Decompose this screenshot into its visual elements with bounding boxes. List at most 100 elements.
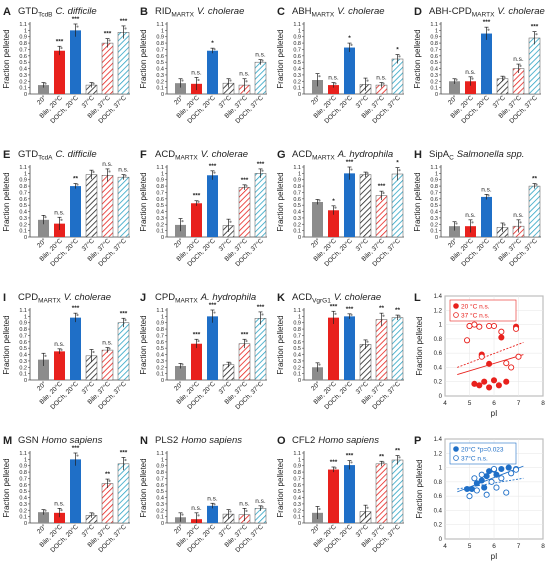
- bar: [85, 174, 98, 238]
- y-tick-label: 0.1: [19, 372, 27, 378]
- significance-label: ***: [72, 16, 80, 23]
- y-tick-label: 0.6: [430, 54, 438, 60]
- y-tick-label: 0.3: [293, 73, 301, 79]
- title-name: CPD: [155, 292, 175, 303]
- y-tick-label: 0.1: [293, 229, 301, 235]
- replicate-point: [197, 514, 200, 517]
- x-tick-label: 8: [541, 543, 545, 550]
- y-tick-label: 0.3: [19, 73, 27, 79]
- scatter-point: [481, 484, 488, 491]
- y-axis-label: Fraction pelleted: [139, 29, 148, 88]
- significance-label: n.s.: [191, 505, 202, 512]
- y-tick-label: 1.2: [434, 451, 443, 457]
- y-tick-label: 1: [435, 28, 438, 34]
- y-tick-label: 0.8: [430, 184, 438, 190]
- y-tick-label: 0.2: [430, 79, 438, 85]
- replicate-point: [181, 363, 184, 366]
- x-tick-label: 7: [517, 400, 521, 407]
- panel-title: ABHMARTX V. cholerae: [292, 6, 385, 19]
- y-tick-label: 0.9: [293, 35, 301, 41]
- replicate-point: [60, 509, 63, 512]
- significance-label: ***: [209, 163, 217, 170]
- y-tick-label: 0: [439, 537, 443, 543]
- y-tick-label: 0.7: [293, 47, 301, 53]
- y-tick-label: 0.7: [19, 47, 27, 53]
- bar: [101, 175, 114, 238]
- y-tick-label: 0.6: [430, 197, 438, 203]
- legend-marker: [453, 455, 459, 461]
- panel-p: P 0 0.2 0.4 0.6 0.8 1 1.2 1.4 4 5 6 7 8 pI Fraction pel…: [414, 435, 545, 561]
- y-tick-label: 0.4: [430, 210, 438, 216]
- category-label: 20°: [309, 522, 322, 535]
- replicate-point: [181, 79, 184, 82]
- panel-title: CPDMARTX A. hydrophila: [155, 292, 256, 305]
- significance-label: **: [395, 307, 401, 314]
- bar: [117, 322, 130, 381]
- y-tick-label: 0.3: [293, 502, 301, 508]
- category-label: 20°: [446, 236, 459, 249]
- category-label: 20°: [172, 236, 185, 249]
- scatter-point: [476, 323, 483, 330]
- bar: [344, 47, 355, 94]
- significance-label: n.s.: [376, 75, 387, 82]
- significance-label: ***: [346, 453, 354, 460]
- title-species: C. difficile: [56, 6, 97, 17]
- bar: [101, 42, 114, 95]
- y-tick-label: 0.6: [156, 340, 164, 346]
- y-tick-label: 0.8: [156, 41, 164, 47]
- significance-label: n.s.: [255, 52, 266, 59]
- bar: [344, 316, 355, 380]
- y-tick-label: 0.1: [156, 86, 164, 92]
- y-tick-label: 0: [298, 92, 301, 98]
- panel-letter: K: [277, 292, 285, 304]
- replicate-point: [519, 221, 522, 224]
- y-tick-label: 1: [435, 171, 438, 177]
- scatter-point: [493, 484, 500, 491]
- y-tick-label: 0.4: [430, 67, 438, 73]
- x-tick-label: 6: [492, 400, 496, 407]
- replicate-point: [471, 221, 474, 224]
- y-tick-label: 0.6: [19, 197, 27, 203]
- significance-label: *: [332, 198, 335, 205]
- y-tick-label: 0.5: [293, 489, 301, 495]
- title-subscript: MARTX: [312, 155, 335, 162]
- scatter-point: [493, 471, 500, 478]
- bar: [449, 81, 460, 94]
- replicate-point: [92, 82, 95, 85]
- y-tick-label: 0.9: [156, 35, 164, 41]
- title-species: V. cholerae: [497, 6, 544, 17]
- x-tick-label: 8: [541, 400, 545, 407]
- bar: [375, 195, 388, 238]
- category-label: 20°: [172, 522, 185, 535]
- title-species: V. cholerae: [334, 292, 381, 303]
- bar: [359, 344, 372, 381]
- replicate-point: [487, 28, 490, 31]
- bar: [38, 512, 49, 523]
- y-tick-label: 0: [435, 235, 438, 241]
- panel-letter: A: [3, 6, 11, 18]
- y-tick-label: 0.3: [19, 359, 27, 365]
- bar: [254, 318, 267, 381]
- y-tick-label: 0.2: [434, 380, 443, 386]
- y-tick-label: 0: [24, 378, 27, 384]
- title-name: SipA: [429, 149, 450, 160]
- y-tick-label: 0.6: [293, 197, 301, 203]
- y-tick-label: 0.2: [19, 222, 27, 228]
- y-tick-label: 0.4: [156, 496, 164, 502]
- y-tick-label: 0.1: [293, 372, 301, 378]
- panel-letter: B: [140, 6, 148, 18]
- replicate-point: [398, 55, 401, 58]
- panel-letter: L: [414, 292, 421, 304]
- y-tick-label: 0.1: [430, 86, 438, 92]
- scatter-point: [503, 489, 510, 496]
- scatter-point: [478, 477, 485, 484]
- y-tick-label: 1.1: [156, 165, 164, 171]
- panel-title: GTDTcdA C. difficile: [18, 149, 97, 162]
- replicate-point: [334, 82, 337, 85]
- legend-marker: [453, 303, 459, 309]
- panel-title: CFL2 Homo sapiens: [292, 435, 379, 446]
- y-tick-label: 0.2: [430, 222, 438, 228]
